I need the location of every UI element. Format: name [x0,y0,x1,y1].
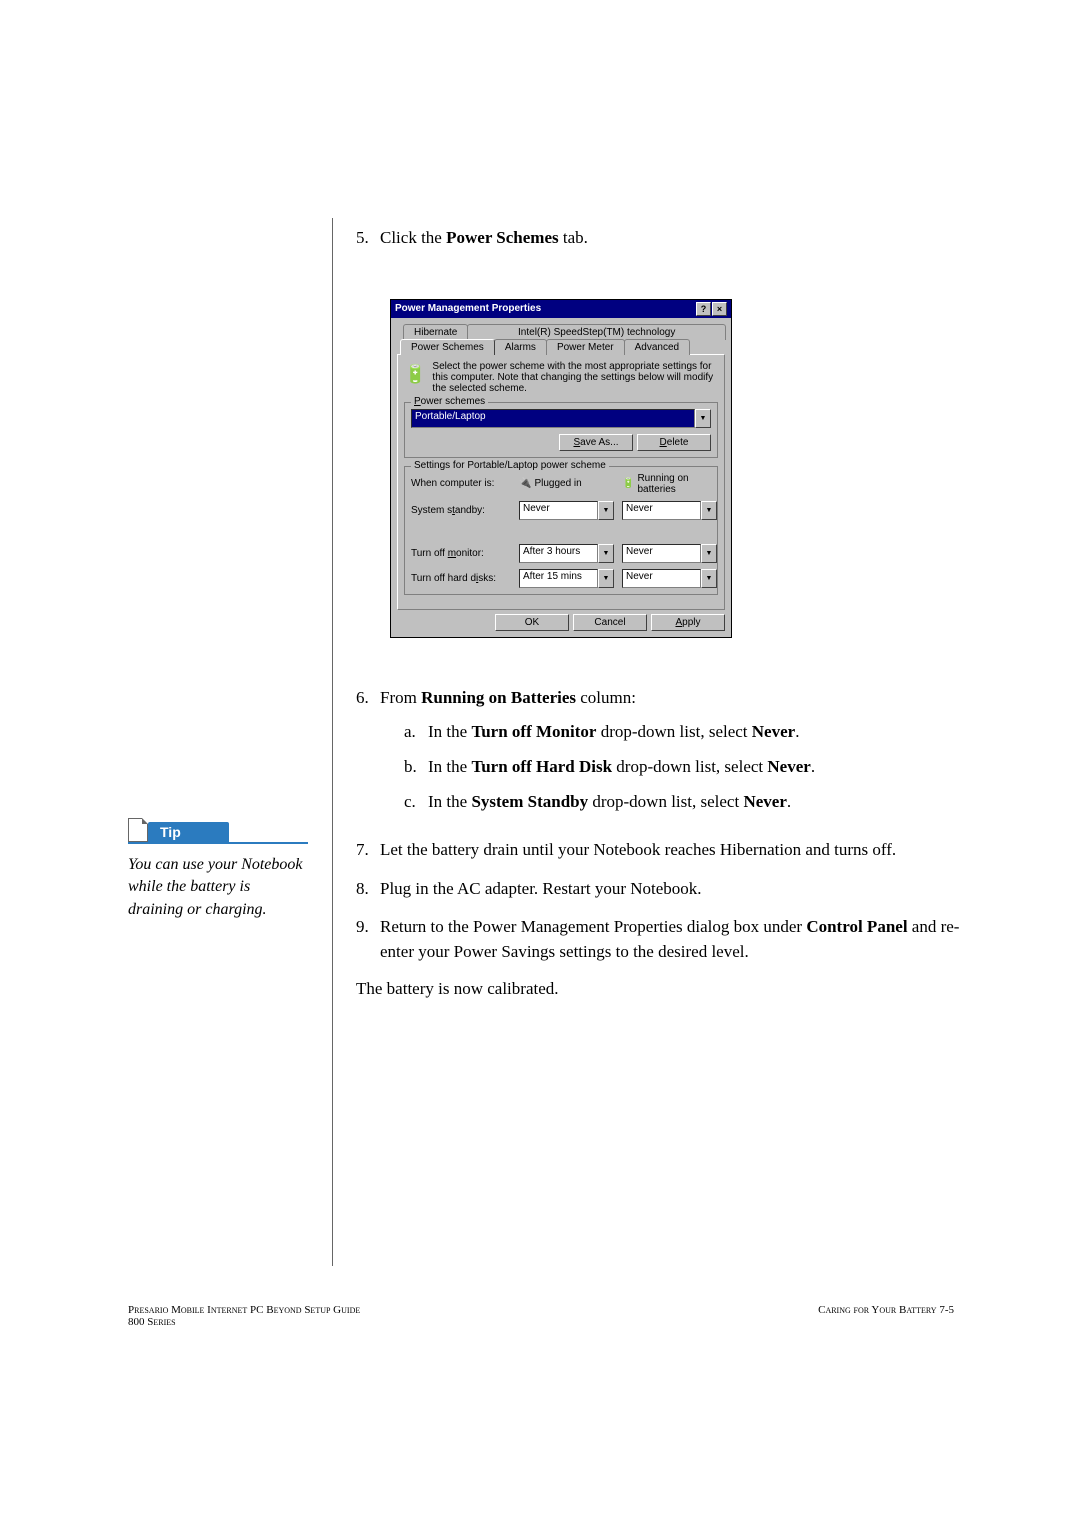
vertical-divider [332,218,333,1266]
disk-battery-combo[interactable]: Never▼ [622,569,717,588]
step-7: 7. Let the battery drain until your Note… [356,838,966,863]
tab-speedstep[interactable]: Intel(R) SpeedStep(TM) technology [467,324,726,340]
dialog-title: Power Management Properties [395,303,541,314]
chevron-down-icon[interactable]: ▼ [598,569,614,588]
tab-row-back: Hibernate Intel(R) SpeedStep(TM) technol… [403,324,725,340]
step-6b: b. In the Turn off Hard Disk drop-down l… [404,755,966,780]
step-6c: c. In the System Standby drop-down list,… [404,790,966,815]
tip-label: Tip [148,822,229,842]
step-9: 9. Return to the Power Management Proper… [356,915,966,964]
chevron-down-icon[interactable]: ▼ [701,569,717,588]
step-8: 8. Plug in the AC adapter. Restart your … [356,877,966,902]
tip-text: You can use your Notebook while the batt… [128,854,308,921]
instruction-list-continued: 6. From Running on Batteries column: a. … [356,686,966,965]
tip-rule [128,842,308,844]
monitor-battery-combo[interactable]: Never▼ [622,544,717,563]
monitor-label: Turn off monitor: [411,548,511,559]
delete-button[interactable]: Delete [637,434,711,451]
battery-icon: 🔋 [404,361,426,389]
tab-power-schemes[interactable]: Power Schemes [400,339,495,355]
chevron-down-icon[interactable]: ▼ [701,544,717,563]
step-text: Return to the Power Management Propertie… [380,915,966,964]
chevron-down-icon[interactable]: ▼ [598,544,614,563]
tab-panel: 🔋 Select the power scheme with the most … [397,354,725,610]
step-number: 7. [356,838,380,863]
info-text: Select the power scheme with the most ap… [432,361,718,394]
page-footer: Presario Mobile Internet PC Beyond Setup… [128,1304,954,1328]
step-text: Plug in the AC adapter. Restart your Not… [380,877,966,902]
scheme-value: Portable/Laptop [411,409,695,428]
batteries-header: 🔋Running on batteries [622,473,717,495]
dialog-titlebar: Power Management Properties ? × [391,300,731,318]
monitor-plugged-combo[interactable]: After 3 hours▼ [519,544,614,563]
close-button[interactable]: × [712,302,727,316]
step-6a: a. In the Turn off Monitor drop-down lis… [404,720,966,745]
standby-battery-combo[interactable]: Never▼ [622,501,717,520]
disk-label: Turn off hard disks: [411,573,511,584]
scheme-combo[interactable]: Portable/Laptop ▼ [411,409,711,428]
power-management-dialog: Power Management Properties ? × Hibernat… [390,299,966,638]
schemes-legend: PPower schemesower schemes [411,396,488,407]
step-number: 8. [356,877,380,902]
settings-legend: Settings for Portable/Laptop power schem… [411,460,609,471]
cancel-button[interactable]: Cancel [573,614,647,631]
step-5: 5. Click the Power Schemes tab. [356,226,966,251]
step-text: Click the Power Schemes tab. [380,226,966,251]
tab-row-front: Power Schemes Alarms Power Meter Advance… [400,339,725,355]
tab-alarms[interactable]: Alarms [494,339,547,355]
help-button[interactable]: ? [696,302,711,316]
step-6: 6. From Running on Batteries column: a. … [356,686,966,825]
step-number: 9. [356,915,380,964]
standby-label: System standby: [411,505,511,516]
tab-advanced[interactable]: Advanced [624,339,690,355]
power-schemes-fieldset: PPower schemesower schemes Portable/Lapt… [404,402,718,458]
main-column: 5. Click the Power Schemes tab. Power Ma… [356,226,966,999]
step-number: 5. [356,226,380,251]
settings-fieldset: Settings for Portable/Laptop power schem… [404,466,718,595]
standby-plugged-combo[interactable]: Never▼ [519,501,614,520]
step-number: 6. [356,686,380,825]
tab-power-meter[interactable]: Power Meter [546,339,625,355]
save-as-button[interactable]: Save As... [559,434,633,451]
chevron-down-icon[interactable]: ▼ [598,501,614,520]
when-label: When computer is: [411,478,511,489]
document-page: 5. Click the Power Schemes tab. Power Ma… [0,0,1080,1528]
footer-right: Caring for Your Battery 7-5 [818,1304,954,1328]
tip-page-icon [128,818,148,842]
chevron-down-icon[interactable]: ▼ [701,501,717,520]
ok-button[interactable]: OK [495,614,569,631]
chevron-down-icon[interactable]: ▼ [695,409,711,428]
footer-left: Presario Mobile Internet PC Beyond Setup… [128,1304,360,1328]
disk-plugged-combo[interactable]: After 15 mins▼ [519,569,614,588]
tip-sidebar: Tip You can use your Notebook while the … [128,818,308,921]
instruction-list: 5. Click the Power Schemes tab. [356,226,966,251]
plugged-in-header: 🔌Plugged in [519,478,614,489]
step-text: From Running on Batteries column: a. In … [380,686,966,825]
step-text: Let the battery drain until your Noteboo… [380,838,966,863]
battery-icon: 🔋 [622,478,634,489]
conclusion-text: The battery is now calibrated. [356,979,966,999]
apply-button[interactable]: Apply [651,614,725,631]
plug-icon: 🔌 [519,478,531,489]
tab-hibernate[interactable]: Hibernate [403,324,468,340]
